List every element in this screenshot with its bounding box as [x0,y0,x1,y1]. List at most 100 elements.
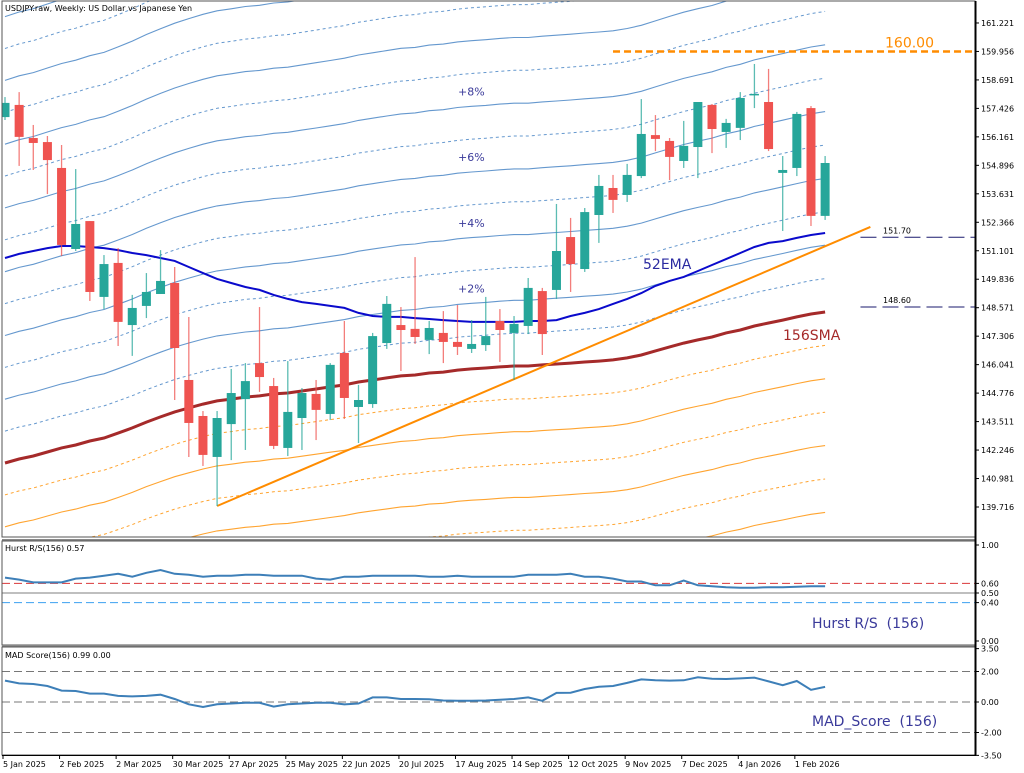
bull-candle-body [240,381,250,400]
bull-candle-body [2,102,10,118]
candle[interactable] [269,377,279,450]
candle[interactable] [452,305,462,355]
mad-tick-label: 3.50 [981,645,999,654]
candle[interactable] [636,99,646,179]
candle[interactable] [721,118,731,148]
bull-candle-body [283,411,293,448]
candle[interactable] [198,411,208,466]
candle[interactable] [764,68,774,152]
candle[interactable] [311,379,321,441]
sma-label: 156SMA [783,328,841,344]
time-tick-label: 20 Jul 2025 [399,760,444,769]
bull-candle-body [156,280,166,294]
candle[interactable] [650,115,660,152]
candle[interactable] [537,287,547,355]
bear-candle-body [806,108,816,216]
envelope-band-line [424,478,826,537]
candle[interactable] [127,294,137,356]
candle[interactable] [693,102,703,179]
candle[interactable] [283,361,293,457]
candle[interactable] [382,296,392,349]
level-label: 151.70 [883,226,911,235]
ema-label: 52EMA [643,257,692,273]
candle[interactable] [467,320,477,353]
hurst-panel[interactable] [2,568,975,604]
bull-candle-body [226,393,236,425]
bull-candle-body [325,364,335,414]
bull-candle-body [792,113,802,168]
candle[interactable] [495,309,505,362]
candle[interactable] [820,156,830,220]
hurst-tick-label: 0.00 [981,637,999,646]
bear-candle-body [170,282,180,349]
candle[interactable] [28,124,38,170]
candle[interactable] [509,316,519,380]
bear-candle-body [396,325,406,331]
candle[interactable] [339,320,349,419]
candle[interactable] [1,97,10,121]
candle[interactable] [354,384,363,443]
bear-candle-body [537,291,547,335]
mad-tick-label: 2.00 [981,668,999,677]
candle[interactable] [212,411,222,507]
mad-tick-label: -2.00 [981,729,1002,738]
price-panel[interactable]: 160.00 151.70 148.60 +8% +6% +4% +2% [1,0,976,718]
candle[interactable] [226,368,236,461]
candle[interactable] [240,363,250,450]
candle[interactable] [551,203,561,299]
candle[interactable] [707,104,717,154]
candle[interactable] [99,255,109,310]
envelope-pct-label: +4% [458,217,485,230]
candle[interactable] [481,296,491,351]
panel-separator[interactable] [2,539,975,541]
candle[interactable] [255,307,265,392]
bear-candle-body [764,102,774,150]
envelope-pct-label: +8% [458,86,485,99]
candle[interactable] [297,388,307,450]
bull-candle-body [481,336,491,346]
candle[interactable] [566,217,576,292]
candle[interactable] [778,156,788,231]
candle[interactable] [622,163,632,202]
candle[interactable] [396,307,406,371]
bull-candle-body [354,400,363,407]
envelope-band-line [4,111,826,273]
time-tick-label: 12 Oct 2025 [569,760,618,769]
candle[interactable] [42,135,52,195]
price-tick-label: 148.571 [981,304,1014,313]
candle[interactable] [368,332,378,408]
trendline[interactable] [216,225,871,507]
panel-separator[interactable] [2,645,975,647]
candle[interactable] [594,174,604,243]
bull-candle-body [636,133,646,177]
candle[interactable] [113,248,123,346]
candle[interactable] [170,266,180,400]
bear-candle-body [566,237,576,265]
candle[interactable] [749,63,759,109]
candle[interactable] [608,174,618,213]
bear-candle-body [438,332,448,342]
candle[interactable] [424,320,434,355]
candle[interactable] [523,278,533,335]
candle[interactable] [410,257,420,344]
candle[interactable] [57,144,67,256]
candle[interactable] [85,221,95,301]
sma156-line [4,310,826,465]
candle[interactable] [806,106,816,227]
candle[interactable] [325,363,335,421]
candle[interactable] [156,250,166,294]
envelope-band-line [4,44,826,209]
candle[interactable] [735,92,745,141]
candle[interactable] [71,169,81,252]
candle[interactable] [679,120,689,168]
mad-line [4,676,826,709]
candle[interactable] [580,208,590,272]
candle[interactable] [665,138,675,181]
candle[interactable] [438,311,448,364]
mad-panel[interactable] [2,671,975,733]
candle[interactable] [184,316,194,457]
candle[interactable] [792,111,802,177]
candle[interactable] [141,273,151,319]
candle[interactable] [14,92,24,166]
